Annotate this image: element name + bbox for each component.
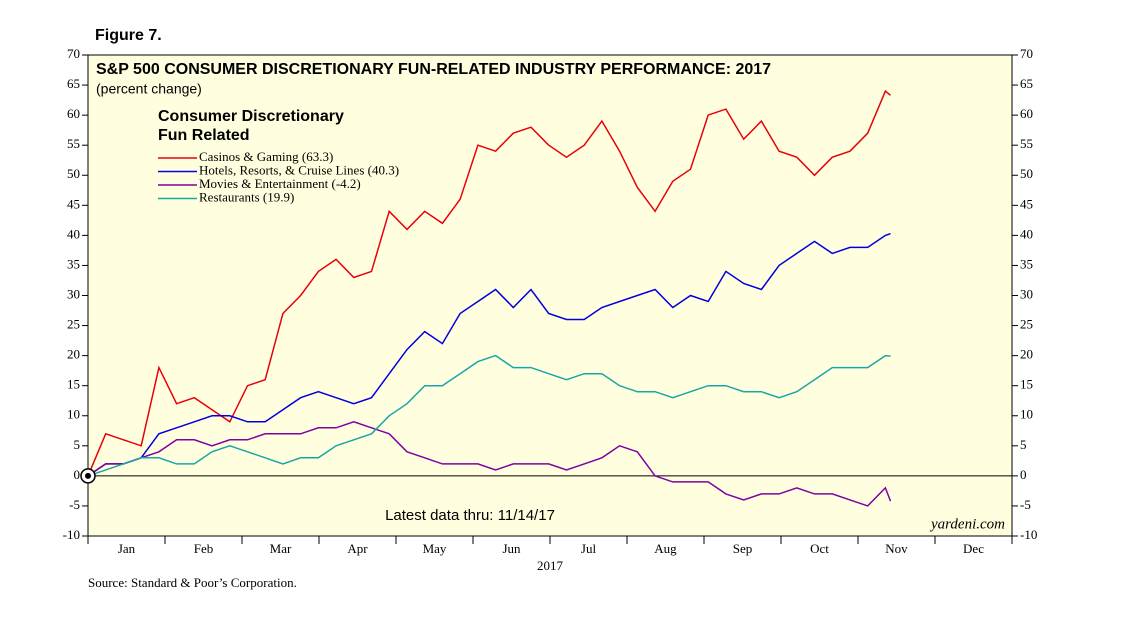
- y-tick-label-right: 20: [1020, 347, 1033, 362]
- x-tick-label: Mar: [270, 541, 292, 556]
- x-tick-label: Dec: [963, 541, 984, 556]
- y-tick-label-right: 70: [1020, 46, 1033, 61]
- y-tick-label: 30: [67, 286, 80, 301]
- y-tick-label: 35: [67, 256, 80, 271]
- y-tick-label: 40: [67, 226, 80, 241]
- y-tick-label: 65: [67, 76, 80, 91]
- chart-title: S&P 500 CONSUMER DISCRETIONARY FUN-RELAT…: [96, 61, 771, 78]
- x-tick-label: Apr: [347, 541, 368, 556]
- series-line: [87, 354, 891, 477]
- y-tick-label-right: 5: [1020, 437, 1027, 452]
- y-tick-label-right: 40: [1020, 226, 1033, 241]
- x-tick-label: May: [423, 541, 447, 556]
- x-tick-label: Aug: [654, 541, 677, 556]
- x-tick-label: Jun: [502, 541, 521, 556]
- legend-title: Consumer Discretionary: [158, 108, 344, 125]
- y-tick-label-right: 65: [1020, 76, 1033, 91]
- source: Source: Standard & Poor’s Corporation.: [88, 575, 297, 590]
- series-line: [87, 232, 891, 477]
- y-tick-label: 70: [67, 46, 80, 61]
- figure-label: Figure 7.: [95, 27, 162, 44]
- y-tick-label-right: 10: [1020, 407, 1033, 422]
- legend-label: Restaurants (19.9): [199, 189, 294, 204]
- series-line: [87, 421, 892, 507]
- brand: yardeni.com: [929, 516, 1005, 532]
- x-tick-label: Feb: [194, 541, 214, 556]
- x-tick-label: Nov: [885, 541, 908, 556]
- chart-subtitle: (percent change): [96, 81, 202, 97]
- y-tick-label-right: 30: [1020, 286, 1033, 301]
- y-tick-label: 25: [67, 317, 80, 332]
- x-tick-label: Jul: [581, 541, 597, 556]
- legend-title: Fun Related: [158, 127, 250, 144]
- y-tick-label-right: 50: [1020, 166, 1033, 181]
- y-tick-label: -5: [69, 497, 80, 512]
- legend-label: Movies & Entertainment (-4.2): [199, 176, 361, 191]
- legend-label: Casinos & Gaming (63.3): [199, 149, 333, 164]
- y-tick-label-right: -10: [1020, 527, 1037, 542]
- y-tick-label: -10: [63, 527, 80, 542]
- y-tick-label-right: 0: [1020, 467, 1027, 482]
- y-tick-label: 10: [67, 407, 80, 422]
- series-line: [87, 89, 891, 477]
- y-tick-label-right: 35: [1020, 256, 1033, 271]
- y-tick-label: 5: [74, 437, 81, 452]
- y-tick-label-right: 25: [1020, 317, 1033, 332]
- x-axis-label: 2017: [537, 558, 564, 573]
- y-tick-label-right: -5: [1020, 497, 1031, 512]
- origin-dot: [85, 472, 91, 479]
- y-tick-label: 50: [67, 166, 80, 181]
- y-tick-label-right: 15: [1020, 377, 1033, 392]
- y-tick-label-right: 45: [1020, 196, 1033, 211]
- y-tick-label: 20: [67, 347, 80, 362]
- y-tick-label: 15: [67, 377, 80, 392]
- y-tick-label: 55: [67, 136, 80, 151]
- x-tick-label: Jan: [118, 541, 136, 556]
- y-tick-label: 60: [67, 106, 80, 121]
- y-tick-label-right: 55: [1020, 136, 1033, 151]
- y-tick-label: 45: [67, 196, 80, 211]
- x-tick-label: Oct: [810, 541, 829, 556]
- y-tick-label: 0: [74, 467, 81, 482]
- plot-area: [87, 54, 1013, 537]
- x-tick-label: Sep: [733, 541, 753, 556]
- annotation: Latest data thru: 11/14/17: [385, 507, 555, 524]
- legend-label: Hotels, Resorts, & Cruise Lines (40.3): [199, 162, 399, 177]
- y-tick-label-right: 60: [1020, 106, 1033, 121]
